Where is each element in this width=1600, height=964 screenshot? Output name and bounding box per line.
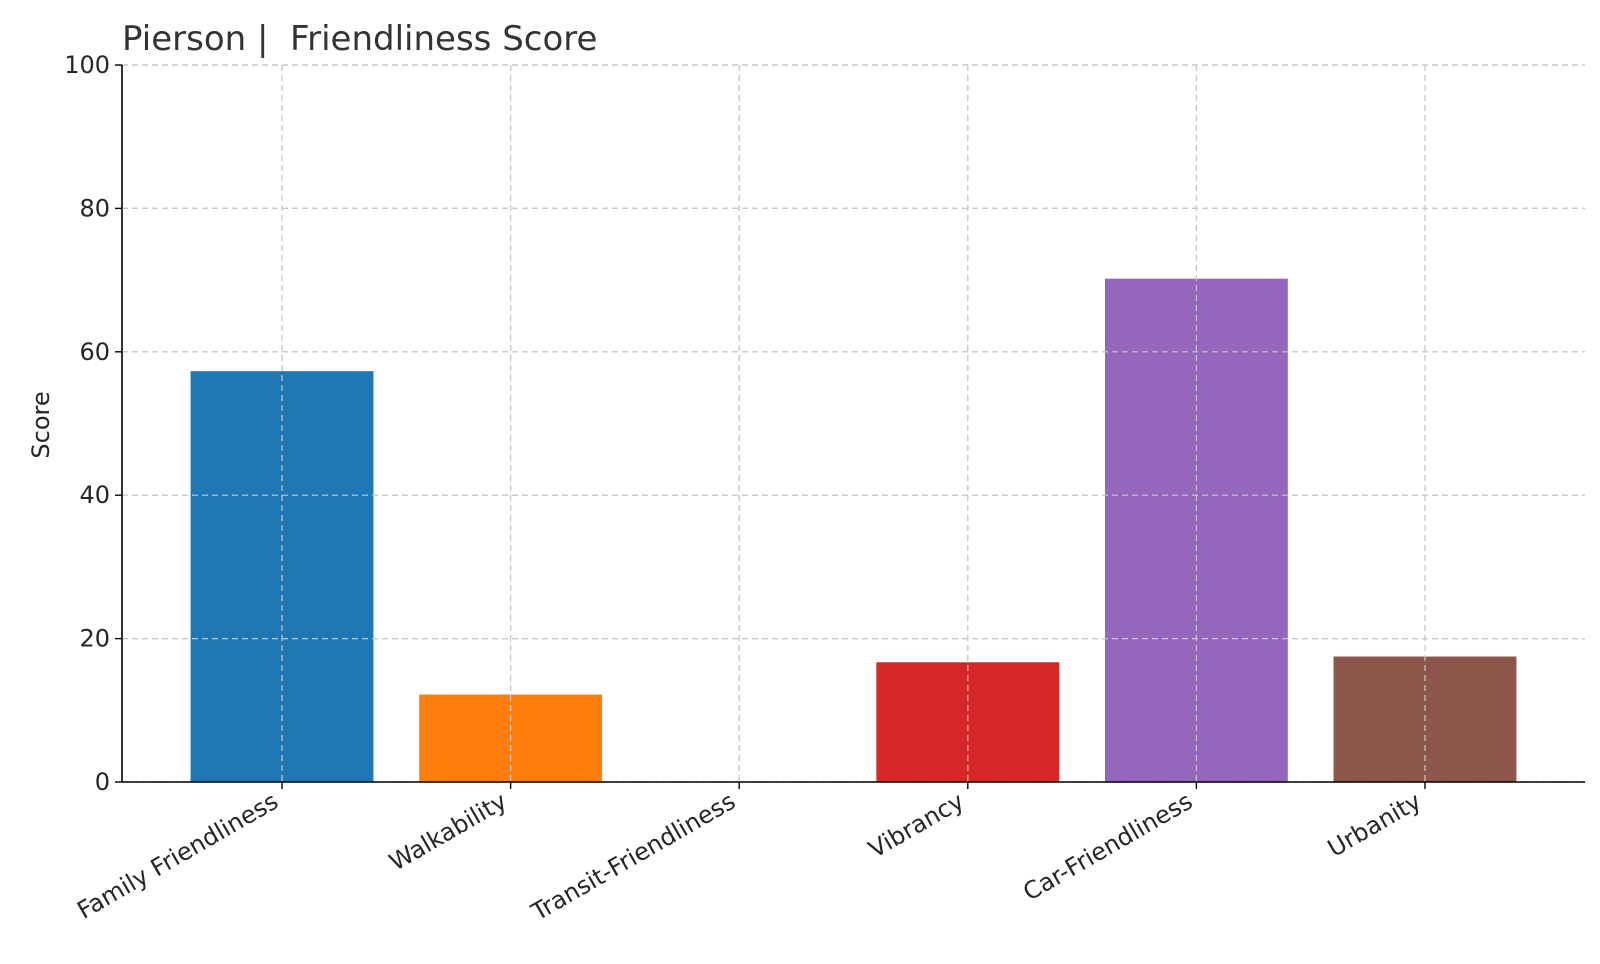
chart-title: Pierson | Friendliness Score: [122, 19, 597, 59]
y-axis-label: Score: [27, 391, 55, 458]
x-tick-label: Vibrancy: [864, 787, 969, 864]
y-tick-label: 60: [79, 338, 110, 366]
y-tick-label: 100: [64, 51, 110, 79]
x-tick-label: Walkability: [384, 787, 511, 877]
bars: [122, 64, 1585, 783]
x-tick-label: Car-Friendliness: [1018, 787, 1197, 907]
x-tick-label: Transit-Friendliness: [526, 787, 740, 927]
y-tick-label: 20: [79, 625, 110, 653]
x-tick-label: Urbanity: [1323, 787, 1426, 863]
y-tick-label: 0: [95, 768, 110, 796]
y-tick-label: 40: [79, 481, 110, 509]
y-tick-label: 80: [79, 194, 110, 222]
bar: [876, 662, 1060, 782]
x-tick-label: Family Friendliness: [72, 787, 283, 925]
